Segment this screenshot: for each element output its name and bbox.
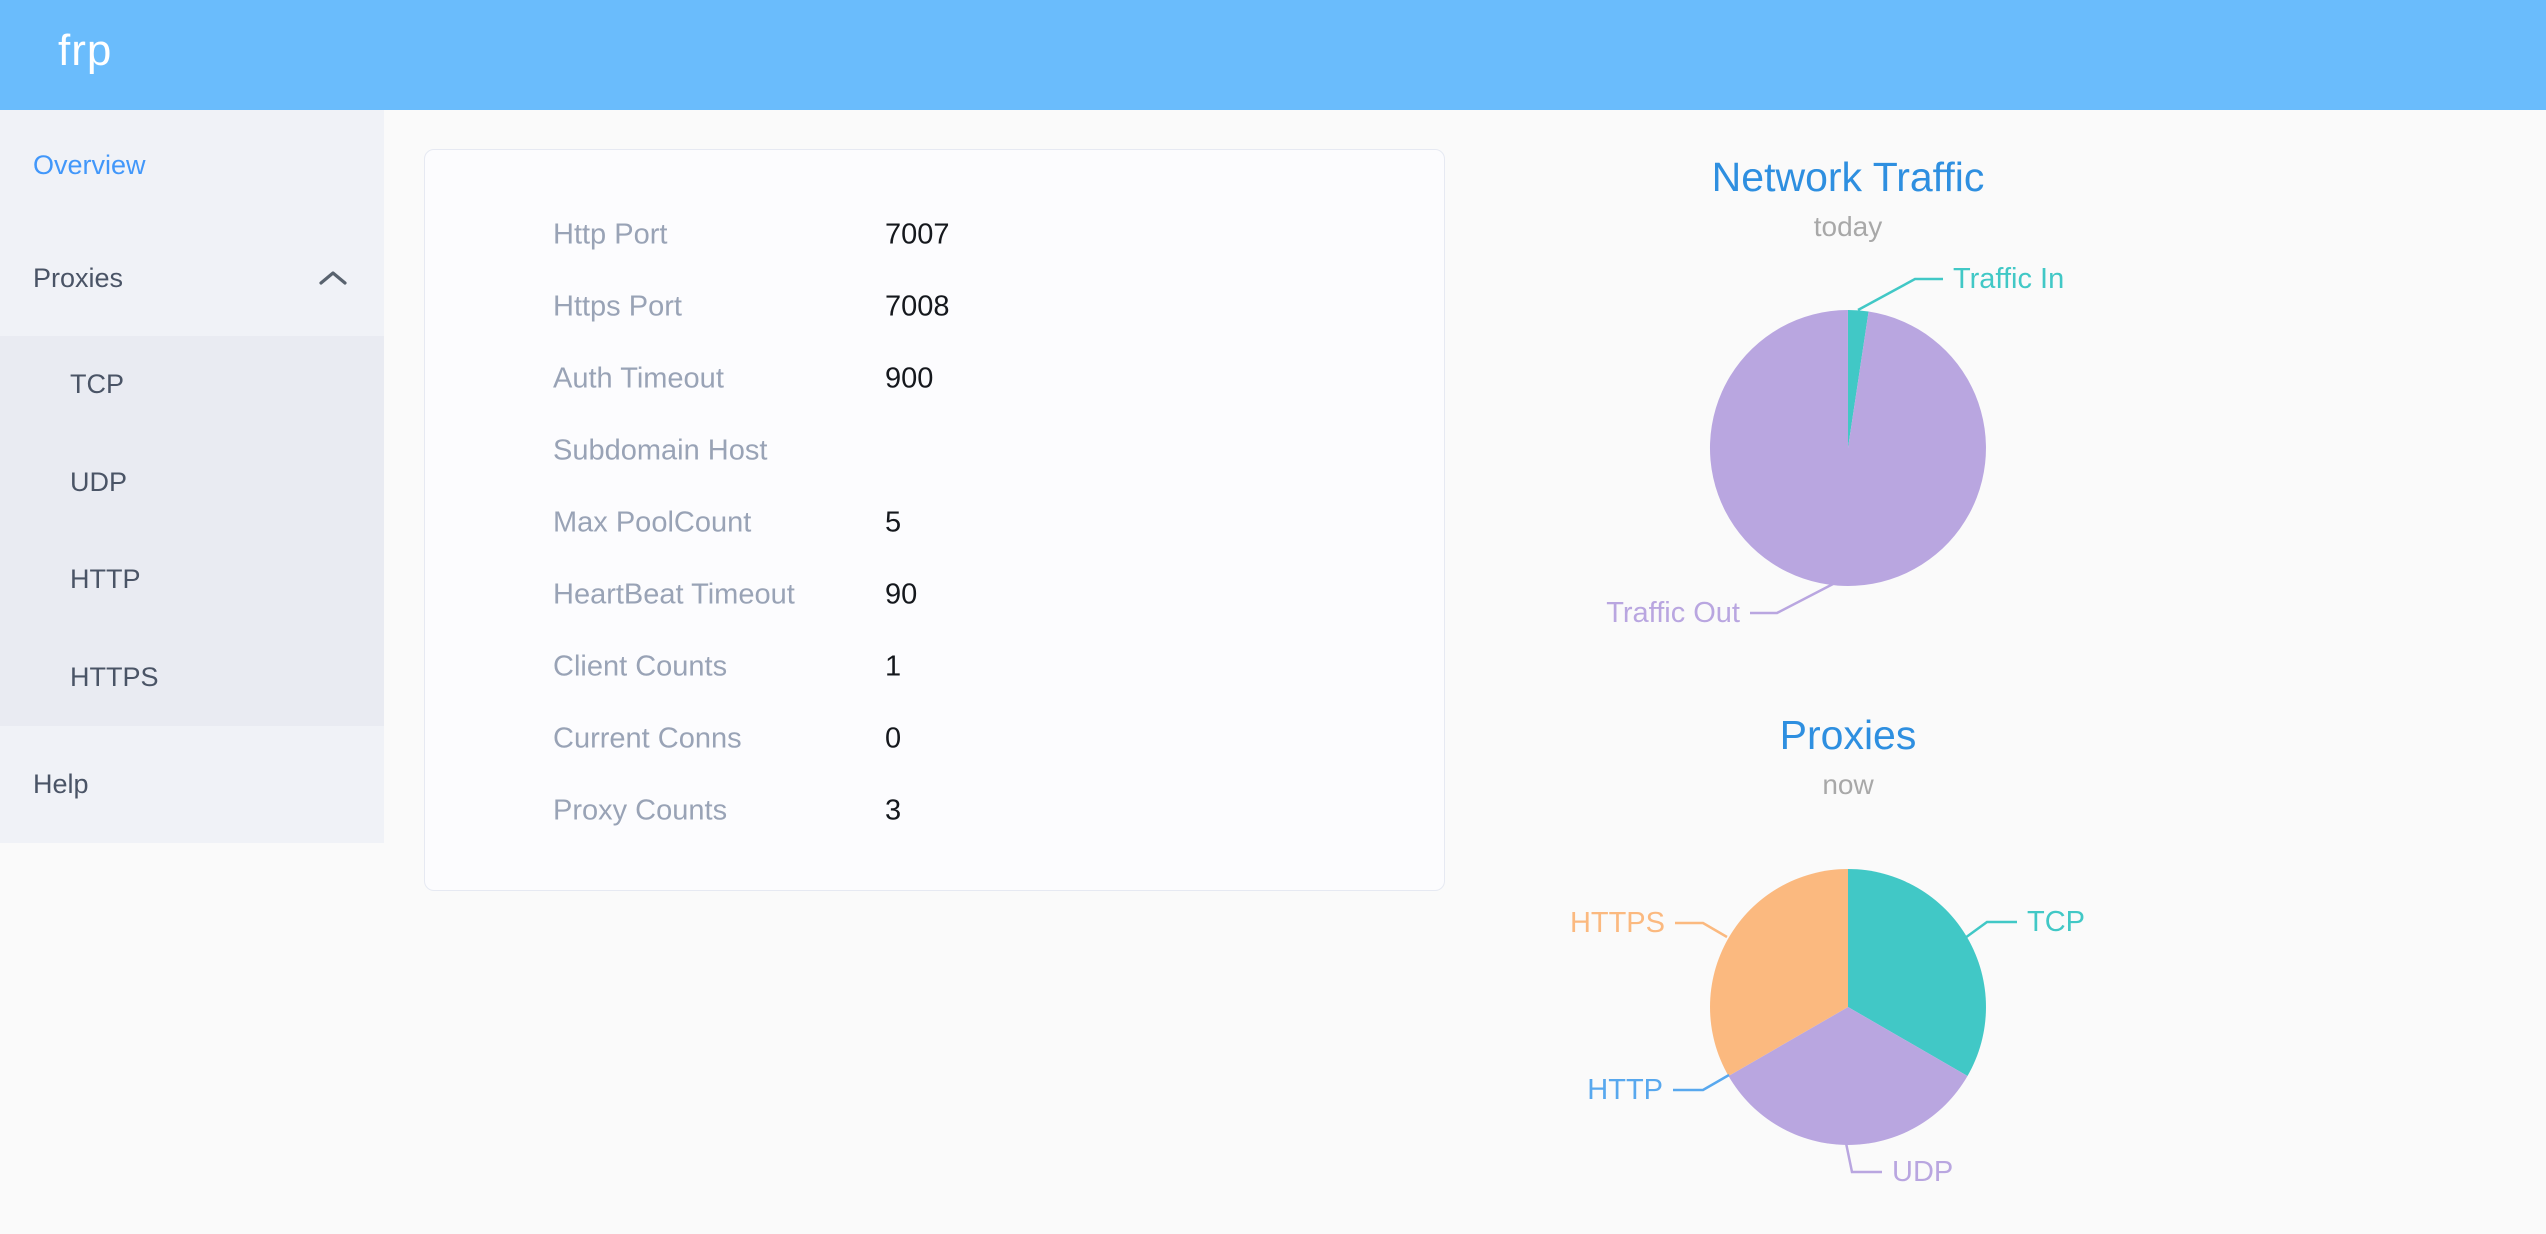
sidebar-item-proxies-label: Proxies	[33, 262, 124, 293]
table-row: Proxy Counts 3	[425, 775, 1444, 847]
sidebar-item-https[interactable]: HTTPS	[70, 661, 159, 692]
sidebar-item-http[interactable]: HTTP	[70, 564, 141, 595]
row-value: 900	[885, 362, 934, 395]
pie-slice-traffic-in[interactable]	[1848, 310, 1869, 448]
table-row: Client Counts 1	[425, 631, 1444, 703]
network-traffic-chart-title: Network Traffic	[1711, 154, 1985, 200]
row-label: Http Port	[553, 218, 668, 251]
pie-label-traffic-out: Traffic Out	[1606, 597, 1740, 629]
row-value: 90	[885, 578, 918, 611]
pie-label-http: HTTP	[1587, 1074, 1663, 1106]
row-value: 7008	[885, 290, 950, 323]
row-label: Https Port	[553, 290, 682, 323]
table-row: Subdomain Host	[425, 415, 1444, 487]
pie-label-traffic-in: Traffic In	[1953, 263, 2064, 295]
sidebar: Overview Proxies TCP UDP HTTP HTTPS Help	[0, 110, 384, 843]
row-label: Max PoolCount	[553, 506, 752, 539]
table-row: Auth Timeout 900	[425, 343, 1444, 415]
server-info-card: Http Port 7007 Https Port 7008 Auth Time…	[424, 149, 1445, 891]
pie-label-tcp: TCP	[2027, 906, 2085, 938]
app-header: frp	[0, 0, 2546, 110]
table-row: HeartBeat Timeout 90	[425, 559, 1444, 631]
proxies-chart-title: Proxies	[1779, 712, 1917, 758]
chevron-up-icon	[319, 271, 347, 285]
pie-slice-https[interactable]	[1710, 869, 1848, 1076]
proxies-chart-subtitle: now	[1822, 769, 1874, 800]
row-label: HeartBeat Timeout	[553, 578, 795, 611]
row-label: Client Counts	[553, 650, 728, 683]
row-value: 1	[885, 650, 902, 683]
pie-slice-traffic-out[interactable]	[1709, 310, 1986, 586]
sidebar-item-proxies[interactable]: Proxies	[0, 220, 384, 336]
traffic-in-leader-line	[1857, 277, 1943, 312]
sidebar-item-help[interactable]: Help	[33, 769, 89, 799]
sidebar-item-tcp[interactable]: TCP	[70, 369, 124, 400]
proxies-pie-chart: TCP HTTPS HTTP UDP	[1570, 869, 2085, 1188]
app-logo: frp	[58, 26, 113, 75]
pie-slice-udp[interactable]	[1728, 1007, 1968, 1145]
pie-slice-tcp[interactable]	[1848, 869, 1986, 1076]
table-row: Http Port 7007	[425, 199, 1444, 271]
udp-leader-line	[1844, 1142, 1882, 1174]
traffic-out-leader-line	[1750, 582, 1834, 615]
row-label: Auth Timeout	[553, 362, 724, 395]
sidebar-item-udp[interactable]: UDP	[70, 466, 128, 497]
table-row: Max PoolCount 5	[425, 487, 1444, 559]
table-row: Current Conns 0	[425, 703, 1444, 775]
row-label: Subdomain Host	[553, 434, 768, 467]
tcp-leader-line	[1964, 920, 2017, 940]
sidebar-item-overview[interactable]: Overview	[33, 149, 146, 180]
row-label: Proxy Counts	[553, 794, 728, 827]
row-value: 5	[885, 506, 902, 539]
https-leader-line	[1675, 921, 1728, 939]
row-value: 3	[885, 794, 902, 827]
pie-label-https: HTTPS	[1570, 907, 1665, 939]
row-value: 7007	[885, 218, 950, 251]
http-leader-line	[1673, 1073, 1730, 1092]
network-traffic-pie-chart: Traffic In Traffic Out	[1606, 263, 2064, 629]
pie-label-udp: UDP	[1892, 1156, 1953, 1188]
network-traffic-chart-subtitle: today	[1813, 211, 1883, 242]
sidebar-submenu-proxies: TCP UDP HTTP HTTPS	[0, 336, 384, 726]
row-value: 0	[885, 722, 902, 755]
table-row: Https Port 7008	[425, 271, 1444, 343]
row-label: Current Conns	[553, 722, 742, 755]
